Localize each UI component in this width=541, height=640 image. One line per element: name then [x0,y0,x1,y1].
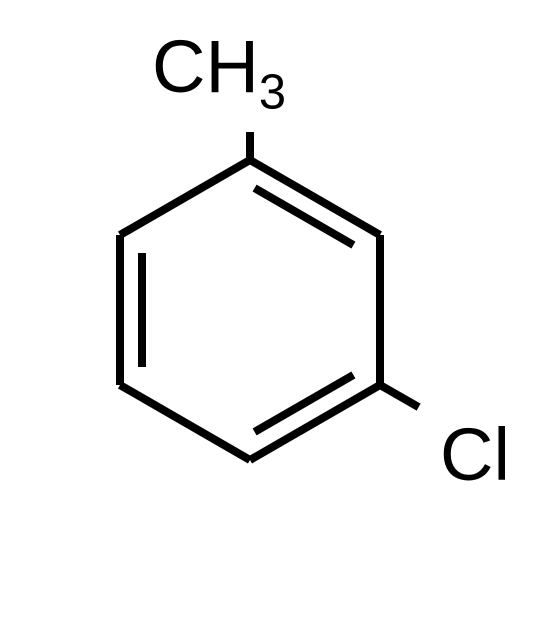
chlorine-label: Cl [440,413,510,496]
methyl-sub-3: 3 [259,65,286,119]
molecule-diagram: CH3 Cl [0,0,541,640]
bond-C3-C4-inner [255,375,354,432]
bond-C6-C1 [120,160,250,235]
methyl-CH: CH [152,25,259,108]
methyl-label: CH3 [152,25,286,119]
bond-C4-C5 [120,385,250,460]
bond-C3-Cl [380,385,419,407]
bond-C1-C2-inner [255,188,354,245]
